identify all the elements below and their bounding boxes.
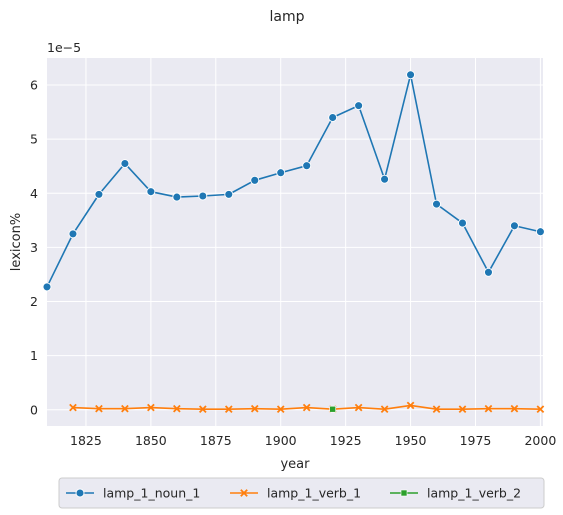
- series-lamp_1_verb_2: [329, 405, 336, 413]
- legend-label: lamp_1_verb_1: [267, 486, 361, 501]
- data-point: [432, 405, 441, 414]
- data-point: [536, 405, 545, 414]
- x-tick-label: 1950: [395, 433, 427, 448]
- x-tick-label: 2000: [524, 433, 556, 448]
- y-tick-label: 6: [30, 78, 38, 93]
- data-point: [172, 192, 182, 202]
- data-point: [484, 267, 493, 277]
- y-tick-label: 3: [30, 240, 38, 255]
- data-point: [250, 404, 259, 413]
- data-point: [380, 174, 390, 184]
- data-point: [458, 405, 467, 414]
- x-tick-label: 1900: [265, 433, 297, 448]
- data-point: [68, 229, 78, 239]
- data-point: [42, 282, 52, 292]
- series-lamp_1_noun_1: [42, 70, 545, 292]
- plot-area: [47, 58, 543, 426]
- data-point: [406, 401, 415, 410]
- data-point: [120, 159, 130, 168]
- grid-lines: [47, 58, 543, 426]
- y-axis-label: lexicon%: [9, 213, 24, 271]
- x-tick-label: 1850: [135, 433, 167, 448]
- data-point: [329, 405, 336, 413]
- data-point: [276, 405, 285, 414]
- data-point: [276, 168, 286, 178]
- legend-marker: [400, 489, 408, 497]
- data-point: [380, 405, 389, 414]
- data-point: [69, 403, 77, 412]
- data-point: [146, 187, 156, 197]
- data-point: [173, 404, 181, 413]
- data-point: [509, 221, 519, 231]
- data-point: [302, 403, 311, 412]
- legend-label: lamp_1_verb_2: [427, 486, 521, 501]
- legend-entry: lamp_1_verb_1: [230, 486, 361, 501]
- y-axis-ticks: 0 1 2 3 4 5 6: [30, 78, 38, 418]
- data-point: [94, 189, 104, 199]
- y-axis-scale-label: 1e−5: [47, 40, 81, 55]
- data-point: [147, 403, 155, 412]
- legend-entry: lamp_1_noun_1: [66, 486, 200, 501]
- x-tick-label: 1975: [460, 433, 492, 448]
- data-point: [224, 405, 233, 414]
- y-tick-label: 2: [30, 294, 38, 309]
- legend-entry: lamp_1_verb_2: [390, 486, 521, 501]
- legend-label: lamp_1_noun_1: [103, 486, 200, 501]
- y-tick-label: 5: [30, 132, 38, 147]
- x-axis-ticks: 1825 1850 1875 1900 1925 1950 1975 2000: [70, 433, 556, 448]
- data-point: [354, 403, 363, 412]
- data-point: [328, 113, 338, 122]
- data-point: [121, 404, 129, 413]
- y-tick-label: 4: [30, 186, 38, 201]
- data-point: [198, 405, 207, 414]
- data-point: [458, 218, 467, 228]
- data-point: [406, 70, 416, 80]
- x-tick-label: 1825: [70, 433, 102, 448]
- legend-marker: [75, 488, 85, 498]
- data-point: [302, 161, 312, 171]
- data-point: [95, 404, 103, 413]
- y-tick-label: 0: [30, 402, 38, 417]
- y-tick-label: 1: [30, 348, 38, 363]
- series-line: [46, 73, 541, 288]
- series-lamp_1_verb_1: [69, 401, 545, 414]
- legend-marker: [240, 489, 248, 497]
- chart-title: lamp: [270, 9, 305, 25]
- data-point: [354, 101, 364, 111]
- data-point: [432, 199, 441, 209]
- x-tick-label: 1925: [330, 433, 362, 448]
- data-point: [224, 189, 234, 199]
- series-group: [42, 70, 545, 414]
- legend-frame: [58, 477, 545, 509]
- x-axis-label: year: [280, 457, 310, 472]
- x-tick-label: 1875: [200, 433, 232, 448]
- data-point: [198, 191, 208, 201]
- data-point: [484, 404, 493, 413]
- data-point: [510, 404, 519, 413]
- data-point: [535, 227, 545, 237]
- data-point: [250, 175, 260, 185]
- legend: lamp_1_noun_1 lamp_1_verb_1 lamp_1_verb_2: [58, 477, 545, 509]
